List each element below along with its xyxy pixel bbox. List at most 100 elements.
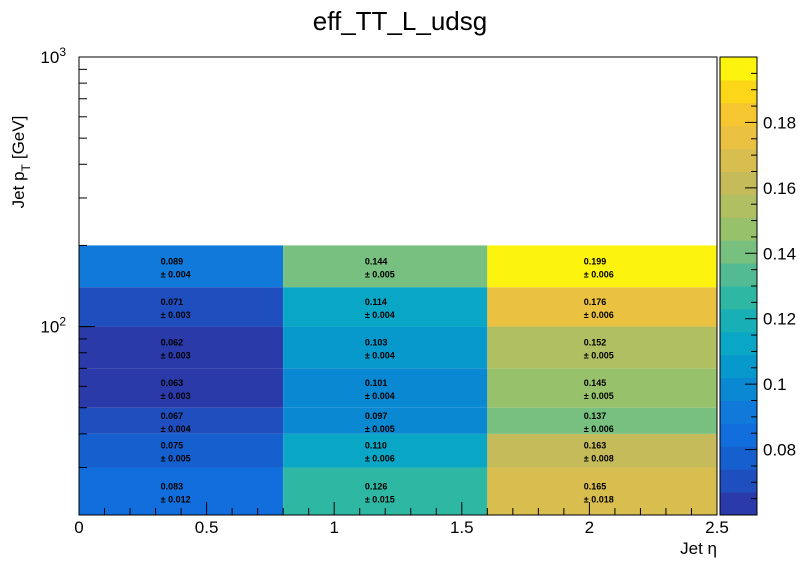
cell-error-label: ± 0.006 [584,269,614,279]
cell-error-label: ± 0.005 [365,424,395,434]
cell-error-label: ± 0.006 [584,310,614,320]
heatmap-cell [283,287,488,327]
cell-error-label: ± 0.005 [365,269,395,279]
colorbar-band [720,423,757,447]
cell-value-label: 0.165 [584,481,607,491]
cell-value-label: 0.145 [584,378,607,388]
cell-value-label: 0.089 [161,256,184,266]
colorbar-band [720,331,757,356]
colorbar-band [720,469,757,493]
colorbar-band [720,217,757,241]
colorbar-band [720,171,757,195]
chart-title: eff_TT_L_udsg [313,6,487,36]
colorbar-tick-label: 0.16 [763,179,796,198]
colorbar-band [720,125,757,150]
cell-value-label: 0.062 [161,337,184,347]
cell-error-label: ± 0.012 [161,494,191,504]
colorbar-band [720,148,757,172]
x-tick-label: 1.5 [450,518,474,537]
cell-value-label: 0.071 [161,297,184,307]
x-tick-label: 0.5 [195,518,219,537]
cell-value-label: 0.126 [365,481,388,491]
heatmap-cell-labels: 0.083 ± 0.012 0.126 ± 0.015 0.165 ± 0.018 0.07… [161,256,614,504]
cell-value-label: 0.103 [365,337,388,347]
y-axis-ticks: 102 103 [40,45,95,516]
heatmap-cell [79,245,284,288]
cell-value-label: 0.152 [584,337,607,347]
heatmap-cell [283,368,488,408]
x-tick-label: 2 [585,518,594,537]
cell-value-label: 0.075 [161,441,184,451]
y-tick-label: 103 [40,45,66,67]
cell-value-label: 0.110 [365,441,387,451]
heatmap-cell [487,368,717,408]
cell-error-label: ± 0.008 [584,454,614,464]
cell-error-label: ± 0.004 [161,269,191,279]
cell-error-label: ± 0.005 [584,350,614,360]
colorbar-band [720,400,757,424]
heatmap-cell [487,433,717,468]
cell-error-label: ± 0.003 [161,350,191,360]
colorbar-band [720,446,757,470]
heatmap-cell [487,467,717,515]
colorbar-band [720,194,757,218]
heatmap-cell [487,326,717,369]
heatmap-cell [79,287,284,327]
cell-error-label: ± 0.018 [584,494,614,504]
heatmap-cell [487,407,717,434]
heatmap-cell [283,245,488,288]
y-tick-label: 102 [40,315,66,337]
svg-text:Jet pT[GeV]: Jet pT [GeV] [9,116,33,209]
cell-error-label: ± 0.006 [365,454,395,464]
cell-value-label: 0.199 [584,256,607,266]
cell-value-label: 0.176 [584,297,607,307]
heatmap-cell [79,407,284,434]
x-axis-label: Jet η [680,539,717,558]
colorbar-tick-label: 0.1 [763,375,787,394]
y-axis-label-unit: [GeV] [9,116,28,159]
colorbar-ticks: 0.08 0.1 0.12 0.14 0.16 0.18 [745,56,796,516]
cell-value-label: 0.083 [161,481,184,491]
heatmap-cell [283,407,488,434]
colorbar-band [720,79,757,104]
colorbar-tick-label: 0.12 [763,310,796,329]
heatmap-cell [79,467,284,515]
colorbar-band [720,102,757,127]
colorbar-tick-label: 0.08 [763,441,796,460]
cell-error-label: ± 0.005 [161,454,191,464]
cell-value-label: 0.163 [584,441,607,451]
cell-error-label: ± 0.004 [365,310,395,320]
cell-error-label: ± 0.004 [365,391,395,401]
cell-error-label: ± 0.003 [161,391,191,401]
cell-value-label: 0.114 [365,297,387,307]
colorbar [720,57,757,516]
colorbar-band [720,286,757,310]
cell-error-label: ± 0.004 [365,350,395,360]
y-axis-label-main: Jet p [9,171,28,208]
heatmap-cell [283,326,488,369]
heatmap-cell [79,433,284,468]
colorbar-band [720,354,757,379]
heatmap-cell [487,245,717,288]
cell-value-label: 0.137 [584,411,607,421]
colorbar-band [720,57,757,81]
x-axis-ticks: 0 0.5 1 1.5 2 2.5 [74,502,729,537]
cell-value-label: 0.144 [365,256,388,266]
heatmap-cell [283,467,488,515]
cell-value-label: 0.067 [161,411,184,421]
heatmap-cell [487,287,717,327]
colorbar-tick-label: 0.18 [763,113,796,132]
x-tick-label: 1 [329,518,338,537]
cell-value-label: 0.101 [365,378,388,388]
heatmap-cell [79,368,284,408]
cell-error-label: ± 0.005 [584,391,614,401]
cell-value-label: 0.063 [161,378,184,388]
cell-error-label: ± 0.015 [365,494,395,504]
heatmap-cells [79,245,717,515]
cell-value-label: 0.097 [365,411,388,421]
x-tick-label: 2.5 [705,518,729,537]
colorbar-band [720,492,757,516]
cell-error-label: ± 0.004 [161,424,191,434]
y-axis-label-sub: T [19,163,33,171]
